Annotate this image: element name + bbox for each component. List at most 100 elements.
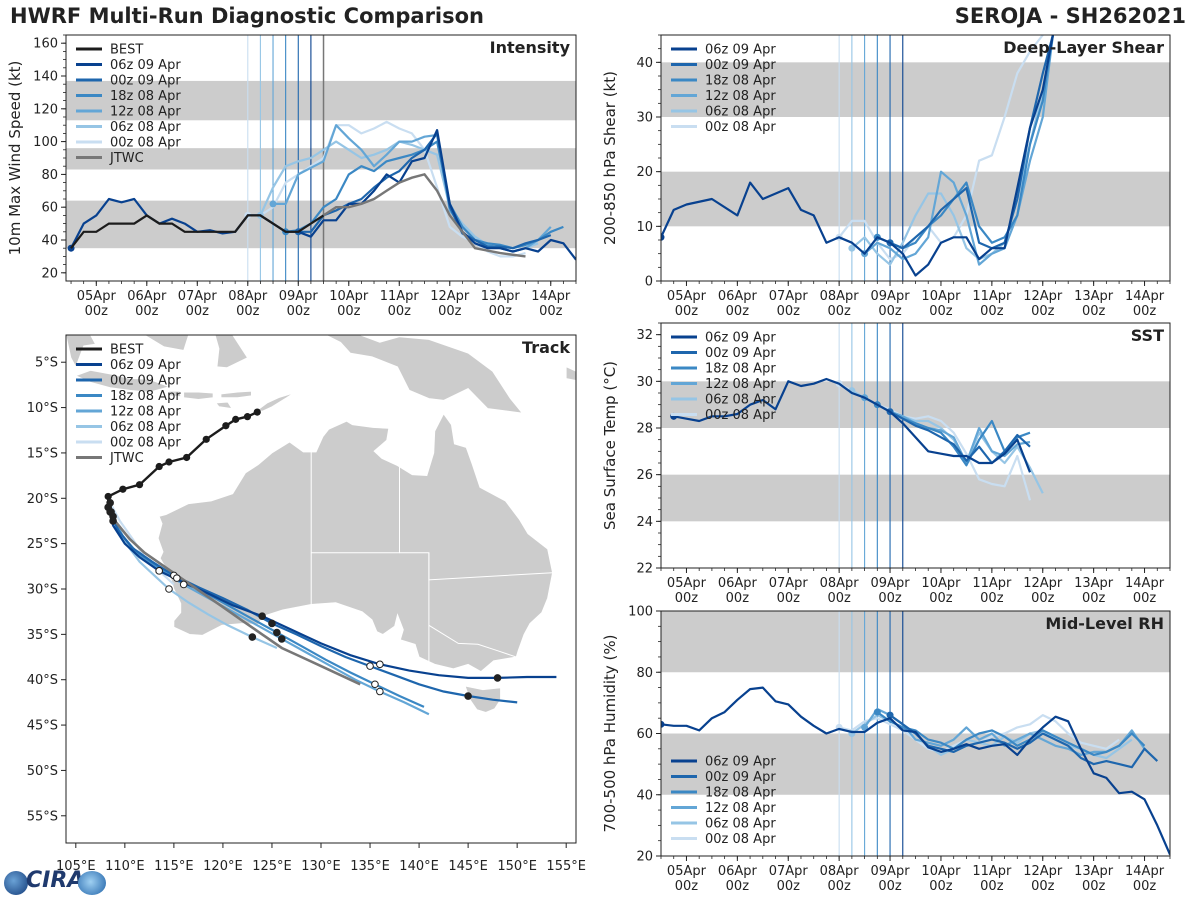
rh-xtick-label: 00z [980,879,1004,894]
intensity-best-line [70,214,325,249]
rh-xtick-label: 00z [1031,879,1055,894]
shear-init-marker-0 [661,233,665,241]
sumba-landmass [215,401,233,410]
borneo-landmass [115,335,190,351]
intensity-series-group [67,120,576,261]
shear-legend-label: 06z 09 Apr [705,43,776,58]
shear-xtick-label: 00z [929,304,953,319]
shear-ytick-label: 40 [636,56,653,71]
intensity-xtick-label: 00z [388,304,412,319]
intensity-xtick-label: 08Apr [228,289,268,304]
intensity-xtick-label: 11Apr [380,289,420,304]
rh-xtick-label: 00z [929,879,953,894]
track-forecast-marker [277,635,286,643]
intensity-xtick-label: 14Apr [531,289,571,304]
track-ytick-label: 10°S [27,401,58,416]
intensity-ytick-label: 120 [33,102,58,117]
shear-legend-label: 00z 09 Apr [705,58,776,73]
track-forecast-marker [109,517,117,525]
track-land-group [66,335,576,713]
sst-series-06z-09-Apr [673,377,1032,473]
intensity-xtick-label: 09Apr [279,289,319,304]
track-ytick-label: 55°S [27,809,58,824]
rh-xtick-label: 00z [1133,879,1157,894]
intensity-band-2 [66,80,576,121]
track-forecast-marker [248,633,257,641]
intensity-xtick-label: 00z [85,304,109,319]
sst-xtick-label: 06Apr [718,576,758,591]
storm-id-title: SEROJA - SH262021 [954,4,1186,28]
sst-xtick-label: 00z [980,591,1004,606]
sst-xtick-label: 14Apr [1125,576,1165,591]
track-ytick-label: 15°S [27,446,58,461]
track-forecast-marker [173,574,181,582]
track-best-marker [253,408,261,416]
sst-xtick-label: 13Apr [1074,576,1114,591]
track-forecast-marker [268,619,276,628]
sst-band-0 [661,474,1170,522]
track-ytick-label: 35°S [27,628,58,643]
intensity-xtick-label: 00z [287,304,311,319]
intensity-legend-label: 18z 08 Apr [110,89,181,104]
shear-series-06z-09-Apr [661,35,1054,277]
page-title: HWRF Multi-Run Diagnostic Comparison [10,4,485,28]
rh-ylabel: 700-500 hPa Humidity (%) [601,634,619,832]
sst-ylabel: Sea Surface Temp (°C) [601,361,619,530]
bali-landmass [168,390,182,398]
rh-ytick-label: 40 [636,788,653,803]
track-best-marker [243,413,252,421]
sst-xtick-label: 00z [929,591,953,606]
track-panel: 5°S 10°S 15°S 20°S 25°S 30°S 35°S 40°S 45°S 50°S 5… [27,334,586,874]
intensity-xtick-label: 07Apr [178,289,218,304]
rh-xtick-label: 00z [726,879,750,894]
sst-legend-label: 06z 09 Apr [705,331,776,346]
rh-xtick-label: 08Apr [820,864,860,879]
sst-xtick-label: 09Apr [871,576,911,591]
rh-ytick-label: 60 [636,727,653,742]
track-legend-label: JTWC [109,451,144,466]
rh-title: Mid-Level RH [1045,614,1164,633]
shear-legend-label: 18z 08 Apr [705,74,776,89]
sst-xtick-label: 10Apr [921,576,961,591]
rh-xtick-label: 09Apr [871,864,911,879]
rh-xtick-label: 00z [675,879,699,894]
shear-xtick-label: 00z [777,304,801,319]
rh-init-marker-3 [861,723,869,731]
rh-series-18z-08-Apr [876,711,1146,756]
rh-xtick-label: 00z [878,879,902,894]
track-best-marker [232,415,240,423]
track-xtick-label: 140°E [399,859,439,874]
rh-xtick-label: 07Apr [769,864,809,879]
track-forecast-marker [155,567,163,575]
sst-xtick-label: 05Apr [667,576,707,591]
border-vic [428,624,517,658]
border-qld [399,552,553,581]
cira-logo-globe-icon [78,871,106,895]
rh-ytick-label: 80 [636,666,653,681]
sst-ytick-label: 22 [636,562,653,577]
rh-init-marker-1 [886,711,894,719]
sst-xtick-label: 00z [675,591,699,606]
rh-xtick-label: 11Apr [972,864,1012,879]
shear-legend-label: 12z 08 Apr [705,89,776,104]
shear-series-18z-08-Apr [876,35,1054,250]
track-borders-group [310,452,553,662]
sst-ytick-label: 32 [636,328,653,343]
sst-xtick-label: 00z [777,591,801,606]
shear-xtick-label: 00z [675,304,699,319]
rh-legend-label: 00z 09 Apr [705,770,776,785]
sst-legend-label: 18z 08 Apr [705,362,776,377]
track-title: Track [522,338,570,357]
intensity-xtick-label: 00z [186,304,210,319]
sst-xtick-label: 07Apr [769,576,809,591]
track-xtick-label: 105°E [56,859,96,874]
intensity-panel: 2040608010012014016005Apr00z06Apr00z07Ap… [6,34,577,319]
intensity-ytick-label: 40 [41,234,58,249]
intensity-xtick-label: 06Apr [127,289,167,304]
intensity-ytick-label: 80 [41,168,58,183]
sulawesi-landmass [214,335,248,369]
track-best-marker [202,435,210,443]
track-jtwc-line [107,506,361,686]
rh-panel: 2040608010005Apr00z06Apr00z07Apr00z08Apr… [601,605,1171,894]
intensity-xtick-label: 12Apr [430,289,470,304]
